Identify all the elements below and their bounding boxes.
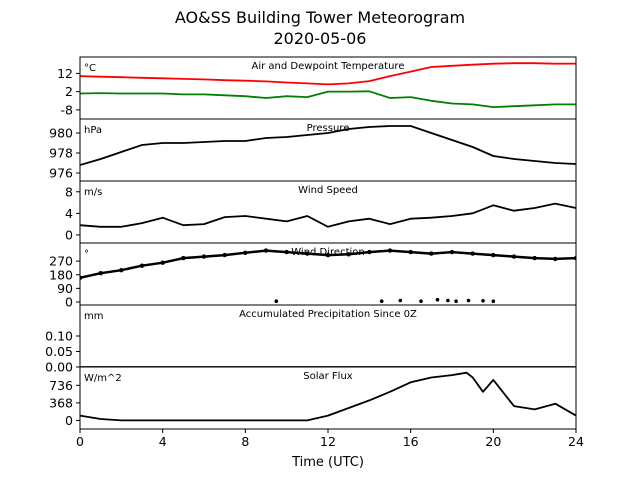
x-tick-label: 8 xyxy=(241,434,249,449)
panel-unit-label: W/m^2 xyxy=(84,373,122,384)
series-trace xyxy=(80,249,576,280)
y-tick-label: 0 xyxy=(65,294,73,309)
series-line-0 xyxy=(80,62,576,86)
figure-date: 2020-05-06 xyxy=(274,29,367,48)
x-tick-label: 12 xyxy=(320,434,336,449)
data-point-outlier xyxy=(481,299,485,303)
panel-unit-label: mm xyxy=(84,311,103,322)
data-point-outlier xyxy=(491,299,496,304)
panel-unit-label: °C xyxy=(84,63,96,74)
y-tick-label: 0.05 xyxy=(45,344,73,359)
panel-wind-speed: 8 4 0 m/s Wind Speed xyxy=(65,180,577,244)
x-tick-label: 20 xyxy=(485,434,501,449)
x-tick-label: 0 xyxy=(76,434,84,449)
data-point-outlier xyxy=(466,298,471,303)
panel-unit-label: hPa xyxy=(84,125,102,136)
y-tick-label: 90 xyxy=(57,281,73,296)
y-tick-label: 736 xyxy=(49,378,73,393)
y-tick-label: 4 xyxy=(65,206,73,221)
panels-group: 12 2 -8 °C Air and Dewpoint Temperature 980 97… xyxy=(45,56,577,430)
panel-title: Wind Speed xyxy=(298,185,358,196)
panel-solar-flux: 736 368 0 W/m^2 Solar Flux xyxy=(49,366,577,430)
y-tick-label: 978 xyxy=(49,146,73,161)
y-tick-label: 980 xyxy=(49,126,73,141)
y-tick-label: 270 xyxy=(49,254,73,269)
y-tick-label: 180 xyxy=(49,267,73,282)
panel-unit-label: m/s xyxy=(84,187,102,198)
figure-title: AO&SS Building Tower Meteorogram xyxy=(175,8,465,27)
series-line-0 xyxy=(80,125,576,166)
x-axis-label: Time (UTC) xyxy=(291,455,364,470)
panel-title: Air and Dewpoint Temperature xyxy=(252,61,405,72)
series-line-0 xyxy=(80,202,576,228)
panel-title: Accumulated Precipitation Since 0Z xyxy=(239,309,417,320)
x-tick-label: 16 xyxy=(403,434,419,449)
series-line-1 xyxy=(80,90,576,108)
y-tick-label: 0.00 xyxy=(45,360,73,375)
data-point-outlier xyxy=(398,298,403,303)
panel-title: Solar Flux xyxy=(303,371,353,382)
y-tick-label: 0 xyxy=(65,227,73,242)
panel-pressure: 980 978 976 hPa Pressure xyxy=(49,118,577,182)
panel-unit-label: ° xyxy=(84,249,89,260)
data-point-outlier xyxy=(379,299,384,304)
series-line-0 xyxy=(80,371,576,422)
data-point-outlier xyxy=(446,298,450,303)
data-point-outlier xyxy=(419,299,423,304)
data-point-outlier xyxy=(454,299,458,304)
data-point-outlier xyxy=(435,297,440,302)
panel-accumulated-precipitation-since-0z: 0.100.050.00 mm Accumulated Precipitation … xyxy=(45,304,577,375)
y-tick-label: 8 xyxy=(65,184,73,199)
y-tick-label: 976 xyxy=(49,166,73,181)
x-tick-label: 4 xyxy=(159,434,167,449)
x-axis: 0 4 8 12 16 20 24 xyxy=(76,429,584,449)
y-tick-label: -8 xyxy=(61,102,74,117)
panel-title: Wind Direction xyxy=(291,247,365,258)
data-point-outlier xyxy=(274,299,279,304)
panel-title: Pressure xyxy=(307,123,350,134)
y-tick-label: 12 xyxy=(57,66,73,81)
y-tick-label: 0 xyxy=(65,413,73,428)
panel-air-and-dewpoint-temperature: 12 2 -8 °C Air and Dewpoint Temperature xyxy=(57,56,577,120)
y-tick-label: 368 xyxy=(49,395,73,410)
y-tick-label: 0.10 xyxy=(45,329,73,344)
x-tick-label: 24 xyxy=(568,434,584,449)
y-tick-label: 2 xyxy=(65,84,73,99)
